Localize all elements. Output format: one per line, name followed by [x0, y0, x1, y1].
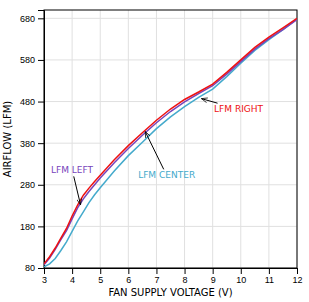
grid-line-x	[268, 10, 269, 268]
y-tick: 180	[20, 222, 44, 232]
series-line	[44, 20, 297, 265]
x-tick-mark	[213, 268, 214, 274]
x-tick-label: 9	[211, 275, 216, 285]
x-tick-mark	[185, 268, 186, 274]
x-tick-label: 8	[183, 275, 188, 285]
x-tick-label: 4	[70, 275, 75, 285]
annotation-arrow	[145, 132, 164, 170]
y-tick-label: 180	[20, 222, 35, 232]
x-tick: 11	[265, 268, 274, 285]
x-axis-title: FAN SUPPLY VOLTAGE (V)	[108, 287, 232, 298]
grid-line-y	[44, 101, 297, 102]
y-tick-mark	[38, 143, 44, 144]
x-tick-label: 11	[265, 275, 274, 285]
y-tick-mark	[38, 185, 44, 186]
y-tick-label: 680	[20, 14, 35, 24]
grid-line-x	[100, 10, 101, 268]
series-line	[44, 18, 297, 264]
chart: 3 4 5 6 7 8 9 10 11 12 80 180 280 380 480 580 680 LFM RIG…	[0, 0, 309, 302]
series-line	[44, 19, 297, 267]
x-tick-label: 12	[292, 275, 302, 285]
x-tick-label: 3	[42, 275, 47, 285]
annotation: LFM RIGHT	[214, 104, 263, 114]
y-tick: 480	[20, 97, 44, 107]
grid-line-y	[44, 59, 297, 60]
grid-line-x	[128, 10, 129, 268]
y-tick-label: 380	[20, 139, 35, 149]
x-tick: 8	[183, 268, 188, 285]
x-axis: 3 4 5 6 7 8 9 10 11 12	[42, 268, 303, 285]
grid-line-x	[156, 10, 157, 268]
y-tick-label: 280	[20, 180, 35, 190]
y-tick: 80	[25, 263, 44, 273]
x-tick: 9	[211, 268, 216, 285]
lines	[44, 18, 297, 266]
y-tick-mark	[38, 226, 44, 227]
grid-line-y	[44, 143, 297, 144]
grid-line-y	[44, 226, 297, 227]
x-axis-line	[45, 269, 298, 275]
grid-line-y	[44, 184, 297, 185]
y-tick: 680	[20, 14, 44, 24]
grid-line-x	[184, 10, 185, 268]
x-tick: 4	[70, 268, 75, 285]
x-tick: 3	[42, 268, 47, 285]
annotations: LFM RIGHT LFM LEFT LFM CENTER	[51, 99, 264, 205]
y-axis-title: AIRFLOW (LFM)	[2, 101, 13, 177]
annotation: LFM LEFT	[51, 165, 94, 175]
x-tick-label: 6	[126, 275, 131, 285]
y-tick: 580	[20, 55, 44, 65]
plot-frame	[44, 10, 297, 268]
grid-line-y	[44, 18, 297, 19]
annotation-arrow	[74, 176, 81, 204]
x-tick: 5	[98, 268, 103, 285]
x-tick-mark	[128, 268, 129, 274]
x-tick: 7	[154, 268, 159, 285]
annotation-arrow	[201, 99, 217, 104]
grid-line-x	[240, 10, 241, 268]
y-tick-label: 580	[20, 55, 35, 65]
x-tick-mark	[72, 268, 73, 274]
grid	[44, 10, 297, 268]
x-tick-label: 10	[236, 275, 246, 285]
x-tick-mark	[156, 268, 157, 274]
x-tick-mark	[269, 268, 270, 274]
y-tick: 380	[20, 139, 44, 149]
y-axis: 80 180 280 380 480 580 680	[20, 11, 45, 274]
x-tick-label: 5	[98, 275, 103, 285]
y-tick-mark	[38, 60, 44, 61]
y-tick-mark	[38, 18, 44, 19]
y-tick-mark	[38, 102, 44, 103]
annotation: LFM CENTER	[138, 170, 195, 180]
plot: 3 4 5 6 7 8 9 10 11 12 80 180 280 380 480 580 680 LFM RIG…	[20, 10, 303, 285]
x-tick-label: 7	[154, 275, 159, 285]
x-tick: 10	[236, 268, 246, 285]
y-tick-label: 80	[25, 263, 35, 273]
x-tick-mark	[100, 268, 101, 274]
x-tick-mark	[297, 268, 298, 274]
y-tick-label: 480	[20, 97, 35, 107]
y-tick-mark	[38, 268, 44, 269]
y-tick: 280	[20, 180, 44, 190]
grid-line-x	[212, 10, 213, 268]
x-tick-mark	[241, 268, 242, 274]
x-tick: 6	[126, 268, 131, 285]
x-tick: 12	[292, 268, 302, 285]
